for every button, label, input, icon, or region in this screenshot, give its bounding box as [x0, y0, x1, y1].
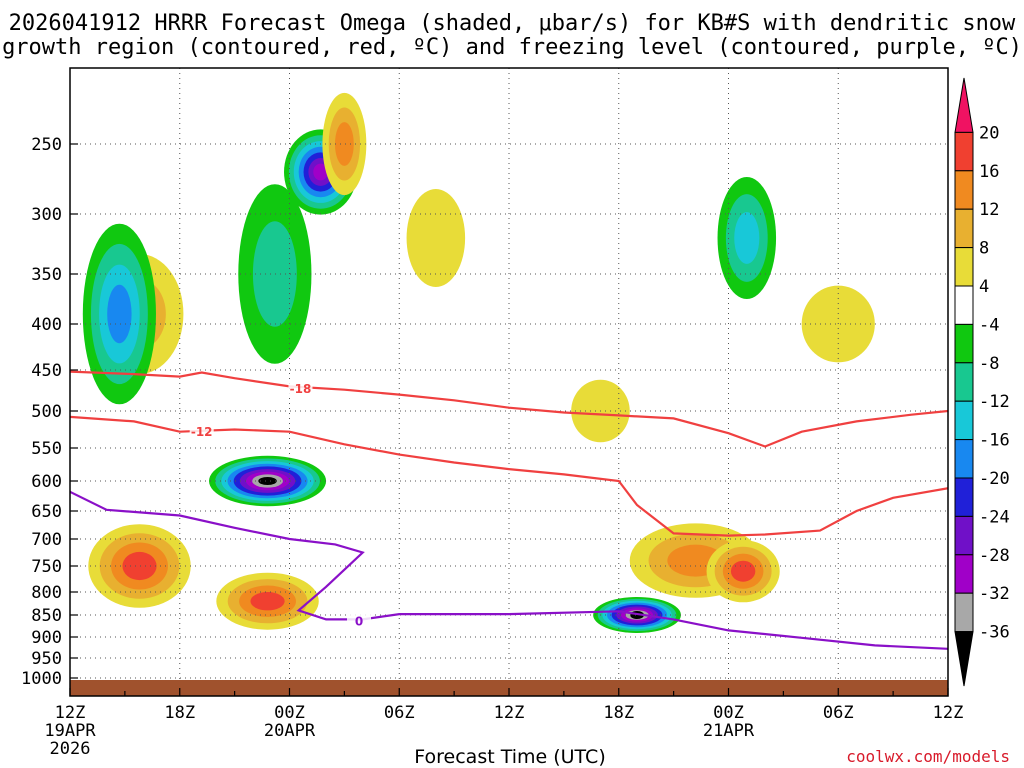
contour-dgz-lower [70, 415, 948, 537]
chart-title-line1: 2026041912 HRRR Forecast Omega (shaded, … [9, 11, 1016, 36]
colorbar-label-10: -24 [979, 507, 1010, 527]
colorbar-label-3: 8 [979, 239, 989, 259]
colorbar-swatch-12 [954, 554, 974, 594]
contour-label-dgz-lower: -12 [191, 425, 213, 439]
credit-text: coolwx.com/models [846, 747, 1010, 766]
omega-cell-0-3 [122, 551, 157, 581]
x-tick-label-6: 18Z [164, 703, 195, 723]
y-tick-label-1000: 1000 [21, 669, 62, 689]
y-tick-label-900: 900 [31, 628, 62, 648]
colorbar-swatch-8 [954, 400, 974, 441]
omega-shading [82, 92, 875, 633]
contour-label-bg-dgz-lower [189, 422, 214, 438]
colorbar-swatch-4 [954, 247, 974, 287]
colorbar: 20 16 12 8 4 -4 -8 -12 -16 -20 -24 -28 -32 -36 [954, 77, 1010, 687]
y-tick-label-450: 450 [31, 361, 62, 381]
omega-cell-11-1 [252, 221, 297, 327]
colorbar-label-4: 4 [979, 277, 989, 297]
x-tick-label-12: 00Z [274, 703, 305, 723]
colorbar-top-arrow [954, 77, 974, 133]
colorbar-swatch-10 [954, 477, 974, 517]
y-tick-label-700: 700 [31, 530, 62, 550]
colorbar-bottom-arrow [954, 631, 974, 687]
x-tick-label-36: 00Z [713, 703, 744, 723]
colorbar-label-13: -36 [979, 623, 1010, 643]
y-tick-label-300: 300 [31, 205, 62, 225]
x-tick-date-0: 19APR [44, 721, 96, 741]
x-tick-label-18: 06Z [384, 703, 415, 723]
colorbar-swatch-1 [954, 131, 974, 172]
colorbar-swatch-9 [954, 439, 974, 479]
y-tick-label-950: 950 [31, 649, 62, 669]
omega-cell-5-6 [313, 163, 328, 181]
x-tick-date-12: 20APR [264, 721, 316, 741]
colorbar-label-1: 16 [979, 162, 999, 182]
omega-cell-4-8 [258, 477, 277, 485]
colorbar-label-12: -32 [979, 584, 1010, 604]
x-axis-label: Forecast Time (UTC) [414, 746, 605, 768]
y-tick-label-500: 500 [31, 402, 62, 422]
colorbar-swatch-5 [954, 285, 974, 325]
colorbar-label-0: 20 [979, 123, 999, 143]
y-tick-label-400: 400 [31, 315, 62, 335]
colorbar-label-6: -8 [979, 354, 999, 374]
colorbar-label-8: -16 [979, 431, 1010, 451]
x-tick-label-0: 12Z [55, 703, 86, 723]
colorbar-swatch-6 [954, 323, 974, 364]
contour-label-freezing-level: 0 [355, 614, 363, 628]
colorbar-label-7: -12 [979, 392, 1010, 412]
x-tick-label-30: 18Z [603, 703, 634, 723]
y-tick-label-350: 350 [31, 265, 62, 285]
colorbar-swatch-3 [954, 208, 974, 249]
x-tick-year-0: 2026 [50, 739, 91, 759]
colorbar-swatch-13 [954, 592, 974, 633]
y-tick-label-600: 600 [31, 472, 62, 492]
y-tick-label-650: 650 [31, 502, 62, 522]
colorbar-label-5: -4 [979, 315, 999, 335]
omega-cell-13-0 [406, 189, 466, 287]
x-tick-label-48: 12Z [933, 703, 964, 723]
contour-label-dgz-upper: -18 [290, 382, 312, 396]
colorbar-swatch-11 [954, 515, 974, 556]
y-tick-label-850: 850 [31, 606, 62, 626]
contour-label-bg-dgz-upper [288, 380, 313, 396]
y-tick-label-550: 550 [31, 439, 62, 459]
y-tick-label-250: 250 [31, 135, 62, 155]
colorbar-label-11: -28 [979, 546, 1010, 566]
chart-title-line2: growth region (contoured, red, ºC) and f… [2, 35, 1022, 60]
contour-lines: -18 -12 0 [70, 370, 948, 650]
contour-freezing-level [70, 490, 948, 650]
plot-frame [69, 67, 949, 697]
contour-dgz-upper [70, 370, 948, 448]
y-axis-ticks: 2503003504004505005506006507007508008509… [21, 135, 78, 689]
y-tick-label-750: 750 [31, 557, 62, 577]
colorbar-swatch-2 [954, 170, 974, 210]
colorbar-label-9: -20 [979, 469, 1010, 489]
contour-label-bg-freezing-level [347, 612, 372, 628]
omega-cell-9-3 [730, 560, 756, 582]
omega-cell-10-2 [734, 212, 760, 264]
x-tick-label-24: 12Z [494, 703, 525, 723]
omega-cell-3-3 [107, 284, 132, 344]
omega-cell-6-2 [334, 122, 354, 166]
omega-cell-2-3 [250, 592, 285, 611]
x-tick-date-36: 21APR [703, 721, 755, 741]
x-tick-label-42: 06Z [823, 703, 854, 723]
colorbar-swatch-7 [954, 362, 974, 402]
colorbar-label-2: 12 [979, 200, 999, 220]
y-tick-label-800: 800 [31, 583, 62, 603]
grid-lines [69, 68, 949, 696]
